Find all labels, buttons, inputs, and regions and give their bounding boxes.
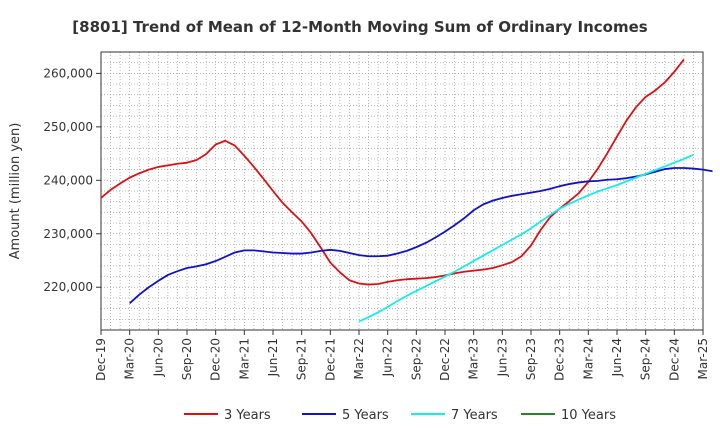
x-tick-label: Sep-24 — [639, 338, 653, 380]
grid — [101, 52, 703, 331]
x-tick-label: Mar-24 — [581, 338, 595, 379]
x-tick-label: Sep-21 — [295, 338, 309, 380]
y-tick-label: 260,000 — [43, 66, 93, 80]
legend: 3 Years 5 Years 7 Years 10 Years — [184, 408, 616, 423]
x-tick-label: Sep-20 — [180, 338, 194, 380]
x-tick-label: Jun-20 — [151, 338, 165, 377]
series-line-7-years — [358, 153, 694, 323]
y-tick-label: 230,000 — [43, 227, 93, 241]
x-tick-label: Jun-23 — [495, 338, 509, 377]
y-tick-label: 220,000 — [43, 280, 93, 294]
legend-label-7-years: 7 Years — [451, 408, 498, 423]
y-axis-label: Amount (million yen) — [8, 123, 23, 260]
y-axis: 220,000 230,000 240,000 250,000 260,000 — [43, 66, 101, 294]
x-tick-label: Dec-22 — [438, 338, 452, 381]
x-axis: Dec-19 Mar-20 Jun-20 Sep-20 Dec-20 Mar-21 Jun-… — [94, 330, 710, 381]
legend-label-5-years: 5 Years — [342, 408, 389, 423]
x-tick-label: Sep-22 — [409, 338, 423, 380]
legend-label-10-years: 10 Years — [561, 408, 616, 423]
x-tick-label: Dec-19 — [94, 338, 108, 381]
x-tick-label: Mar-20 — [123, 338, 137, 379]
series-line-5-years — [129, 167, 713, 304]
x-tick-label: Mar-23 — [467, 338, 481, 379]
y-tick-label: 250,000 — [43, 120, 93, 134]
x-tick-label: Mar-25 — [696, 338, 710, 379]
x-tick-label: Dec-23 — [553, 338, 567, 381]
x-tick-label: Dec-20 — [209, 338, 223, 381]
series-line-3-years — [100, 58, 685, 286]
x-tick-label: Jun-22 — [381, 338, 395, 377]
plot-frame — [100, 51, 704, 331]
x-tick-label: Dec-24 — [667, 338, 681, 381]
x-tick-label: Jun-21 — [266, 338, 280, 377]
series-layer — [100, 58, 713, 323]
legend-label-3-years: 3 Years — [224, 408, 271, 423]
chart-title: [8801] Trend of Mean of 12-Month Moving … — [72, 18, 647, 36]
x-tick-label: Dec-21 — [323, 338, 337, 381]
x-tick-label: Mar-22 — [352, 338, 366, 379]
x-tick-label: Mar-21 — [237, 338, 251, 379]
x-tick-label: Jun-24 — [610, 338, 624, 377]
x-tick-label: Sep-23 — [524, 338, 538, 380]
y-tick-label: 240,000 — [43, 173, 93, 187]
